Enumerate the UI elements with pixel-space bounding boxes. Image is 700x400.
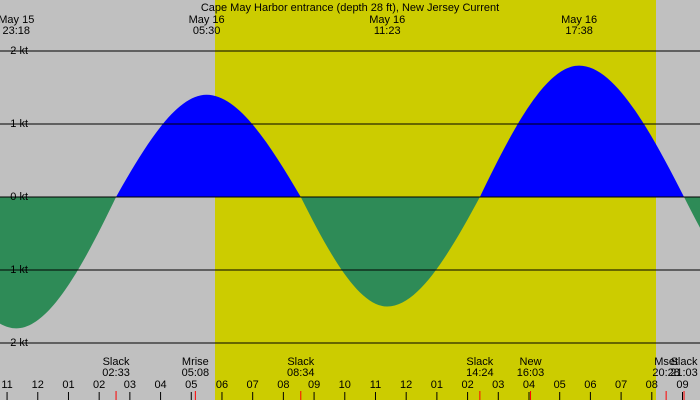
extreme-time: 17:38: [565, 25, 593, 37]
x-tick-label: 04: [523, 379, 535, 391]
extreme-date: May 16: [369, 14, 405, 26]
y-tick-label: 2 kt: [10, 45, 28, 57]
x-tick-label: 01: [62, 379, 74, 391]
x-tick-label: 05: [185, 379, 197, 391]
x-tick-label: 07: [615, 379, 627, 391]
x-tick-label: 09: [308, 379, 320, 391]
ebb-area: [0, 197, 700, 329]
chart-title: Cape May Harbor entrance (depth 28 ft), …: [201, 2, 499, 14]
event-label: Slack: [671, 356, 698, 368]
extreme-time: 11:23: [374, 25, 401, 37]
x-tick-label: 02: [461, 379, 473, 391]
flood-area: [0, 65, 700, 197]
y-tick-label: -1 kt: [7, 264, 28, 276]
x-tick-label: 04: [154, 379, 166, 391]
extreme-time: 05:30: [193, 25, 221, 37]
extreme-date: May 16: [561, 14, 597, 26]
y-tick-label: 0 kt: [10, 191, 28, 203]
x-tick-label: 08: [646, 379, 658, 391]
event-label: Slack: [103, 356, 130, 368]
extreme-date: May 15: [0, 14, 34, 26]
x-tick-label: 09: [676, 379, 688, 391]
y-tick-label: 1 kt: [10, 118, 28, 130]
x-tick-label: 11: [370, 379, 381, 391]
event-time: 20:28: [652, 367, 680, 379]
event-time: 02:33: [102, 367, 130, 379]
x-tick-label: 06: [216, 379, 228, 391]
x-tick-label: 08: [277, 379, 289, 391]
extreme-date: May 16: [189, 14, 225, 26]
event-time: 21:03: [670, 367, 698, 379]
x-tick-label: 02: [93, 379, 105, 391]
event-time: 14:24: [466, 367, 494, 379]
event-time: 16:03: [517, 367, 545, 379]
x-tick-label: 07: [247, 379, 259, 391]
event-time: 05:08: [182, 367, 210, 379]
extreme-time: 23:18: [3, 25, 31, 37]
x-tick-label: 06: [584, 379, 596, 391]
x-tick-label: 11: [1, 379, 12, 391]
event-label: Mset: [654, 356, 678, 368]
x-tick-label: 03: [492, 379, 504, 391]
x-tick-label: 05: [554, 379, 566, 391]
event-label: Slack: [466, 356, 493, 368]
y-tick-label: -2 kt: [7, 337, 28, 349]
x-tick-label: 10: [339, 379, 351, 391]
x-tick-label: 12: [400, 379, 412, 391]
x-tick-label: 01: [431, 379, 443, 391]
event-label: New: [520, 356, 542, 368]
event-time: 08:34: [287, 367, 315, 379]
event-label: Slack: [287, 356, 314, 368]
x-tick-label: 03: [124, 379, 136, 391]
event-label: Mrise: [182, 356, 209, 368]
x-tick-label: 12: [32, 379, 44, 391]
